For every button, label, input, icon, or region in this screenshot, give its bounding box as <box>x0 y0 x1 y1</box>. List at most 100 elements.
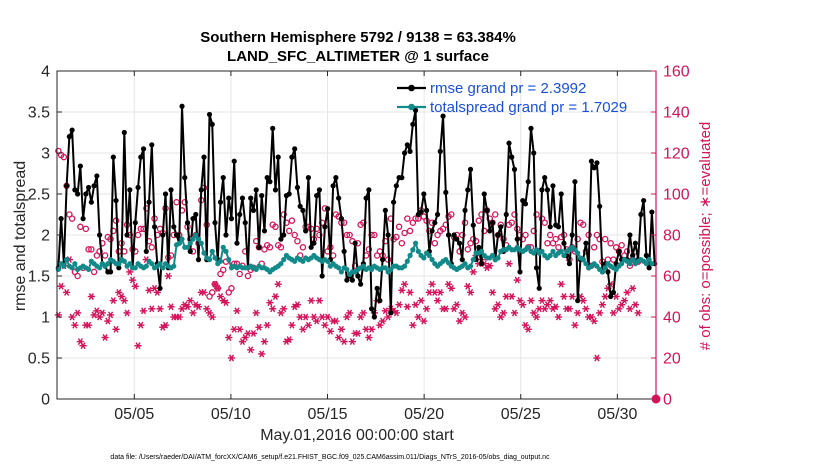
evaluated-obs-stroke <box>272 293 279 300</box>
x-tick-label: 05/20 <box>404 406 444 423</box>
evaluated-obs-stroke <box>132 282 138 290</box>
totalspread-point <box>61 263 67 269</box>
possible-obs-marker <box>618 241 625 249</box>
totalspread-point <box>179 236 185 242</box>
totalspread-point <box>643 261 649 267</box>
totalspread-point <box>429 257 435 263</box>
evaluated-obs-marker <box>280 305 288 313</box>
evaluated-obs-marker <box>139 307 148 315</box>
totalspread-point <box>407 252 413 259</box>
evaluated-obs-stroke <box>413 301 419 309</box>
evaluated-obs-marker <box>447 284 455 292</box>
evaluated-obs-stroke <box>212 280 218 288</box>
evaluated-obs-stroke <box>583 305 589 313</box>
evaluated-obs-marker <box>128 276 137 284</box>
evaluated-obs-stroke <box>503 293 509 300</box>
evaluated-obs-marker <box>293 301 302 309</box>
evaluated-obs-marker <box>598 301 607 309</box>
evaluated-obs-marker <box>532 313 541 321</box>
evaluated-obs-marker <box>189 309 197 317</box>
evaluated-obs-stroke <box>555 313 562 321</box>
evaluated-obs-stroke <box>349 338 355 346</box>
evaluated-obs-stroke <box>569 293 575 300</box>
rmse-point <box>124 232 130 238</box>
evaluated-obs-stroke <box>597 309 603 317</box>
evaluated-obs-marker <box>538 297 546 305</box>
rmse-point <box>223 232 229 238</box>
totalspread-point <box>132 265 138 271</box>
totalspread-point <box>160 265 166 271</box>
rmse-point <box>146 199 152 205</box>
rmse-point <box>358 281 364 287</box>
totalspread-point <box>85 266 92 273</box>
totalspread-point <box>470 257 476 263</box>
rmse-point <box>374 285 380 291</box>
rmse-point <box>454 236 460 242</box>
rmse-point <box>536 285 542 291</box>
totalspread-point <box>209 248 215 254</box>
rmse-point <box>511 166 518 172</box>
totalspread-point <box>627 261 633 267</box>
totalspread-point <box>127 261 133 267</box>
rmse-point <box>610 289 617 295</box>
evaluated-obs-stroke <box>402 280 408 288</box>
rmse-point <box>583 240 589 246</box>
evaluated-obs-stroke <box>151 284 158 292</box>
evaluated-obs-stroke <box>610 309 616 317</box>
rmse-point <box>83 191 89 197</box>
rmse-point <box>561 240 567 246</box>
evaluated-obs-marker <box>631 301 639 309</box>
rmse-point <box>226 195 232 201</box>
evaluated-obs-marker <box>359 309 367 317</box>
rmse-point <box>649 209 655 215</box>
evaluated-obs-marker <box>120 297 128 305</box>
rmse-point <box>132 220 138 226</box>
evaluated-obs-stroke <box>575 309 581 317</box>
evaluated-obs-stroke <box>399 286 405 294</box>
rmse-point <box>256 244 262 250</box>
rmse-point <box>250 207 257 213</box>
possible-obs-marker <box>541 219 548 226</box>
possible-obs-marker <box>401 229 408 237</box>
rmse-point <box>234 240 240 246</box>
evaluated-obs-stroke <box>489 288 496 296</box>
evaluated-obs-stroke <box>129 276 136 284</box>
evaluated-obs-stroke <box>580 297 586 305</box>
totalspread-point <box>575 250 581 256</box>
rmse-point <box>187 248 193 254</box>
rmse-point <box>91 183 97 189</box>
evaluated-obs-stroke <box>566 305 573 313</box>
evaluated-obs-marker <box>609 309 618 317</box>
rmse-point <box>344 277 350 283</box>
y-right-tick-label: 40 <box>663 310 681 327</box>
evaluated-obs-stroke <box>561 293 567 300</box>
evaluated-obs-stroke <box>333 317 339 325</box>
evaluated-obs-stroke <box>234 307 240 315</box>
evaluated-obs-stroke <box>245 329 251 337</box>
rmse-point <box>319 273 325 279</box>
evaluated-obs-marker <box>271 293 280 300</box>
rmse-point <box>608 293 614 300</box>
y-right-tick-label: 80 <box>663 228 681 245</box>
y-right-tick-label: 0 <box>663 392 672 409</box>
evaluated-obs-marker <box>299 325 307 333</box>
evaluated-obs-stroke <box>149 305 155 313</box>
rmse-point <box>531 150 537 156</box>
evaluated-obs-stroke <box>86 321 92 329</box>
evaluated-obs-marker <box>335 334 343 341</box>
rmse-point <box>286 191 292 197</box>
x-axis-label: May.01,2016 00:00:00 start <box>260 427 454 444</box>
evaluated-obs-stroke <box>500 309 507 317</box>
totalspread-point <box>619 261 625 267</box>
evaluated-obs-stroke <box>325 313 331 321</box>
rmse-point <box>248 195 254 201</box>
possible-obs-marker <box>533 211 540 218</box>
evaluated-obs-marker <box>134 342 142 350</box>
evaluated-obs-marker <box>422 305 431 313</box>
rmse-point <box>135 184 141 191</box>
totalspread-point <box>226 257 232 263</box>
evaluated-obs-stroke <box>256 323 262 331</box>
evaluated-obs-marker <box>324 313 332 321</box>
rmse-point <box>643 252 649 259</box>
evaluated-obs-marker <box>57 282 65 290</box>
